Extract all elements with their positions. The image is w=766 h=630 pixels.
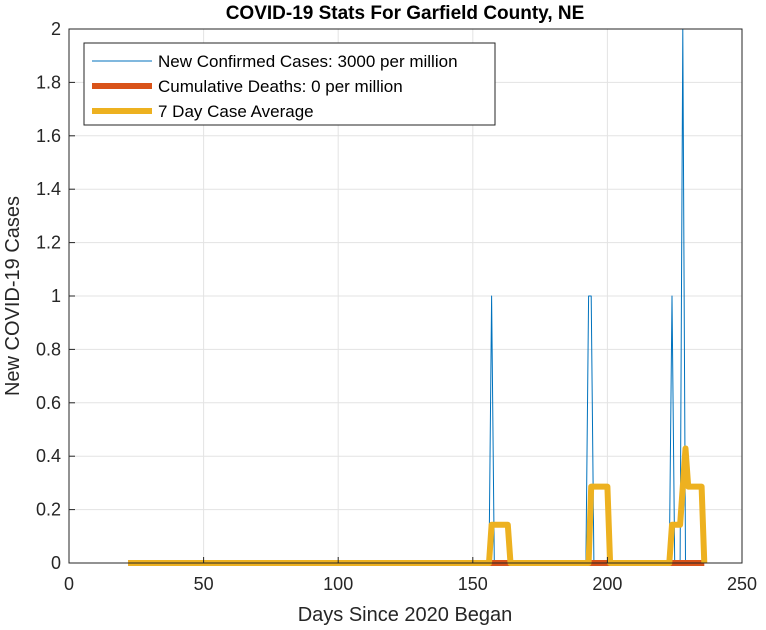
- chart-title: COVID-19 Stats For Garfield County, NE: [226, 3, 585, 24]
- y-tick-label: 1.2: [36, 233, 61, 253]
- y-tick-label: 0.2: [36, 500, 61, 520]
- y-tick-label: 1: [51, 286, 61, 306]
- legend-label-2: 7 Day Case Average: [158, 102, 314, 121]
- x-tick-label: 250: [727, 574, 757, 594]
- legend-label-1: Cumulative Deaths: 0 per million: [158, 77, 403, 96]
- y-tick-label: 0: [51, 553, 61, 573]
- y-tick-label: 0.4: [36, 446, 61, 466]
- y-tick-label: 1.6: [36, 126, 61, 146]
- x-tick-label: 0: [64, 574, 74, 594]
- y-tick-label: 2: [51, 19, 61, 39]
- ticks: 0 50 100 150 200 250 0 0.2 0.4 0.6 0.8 1 1.2 1.4 1.6 1.…: [36, 19, 757, 594]
- y-tick-label: 1.8: [36, 72, 61, 92]
- legend-label-0: New Confirmed Cases: 3000 per million: [158, 52, 458, 71]
- x-axis-label: Days Since 2020 Began: [298, 604, 513, 626]
- x-tick-label: 150: [458, 574, 488, 594]
- x-tick-label: 50: [194, 574, 214, 594]
- legend: New Confirmed Cases: 3000 per million Cum…: [83, 42, 496, 126]
- y-tick-label: 1.4: [36, 179, 61, 199]
- x-tick-label: 100: [323, 574, 353, 594]
- y-tick-label: 0.8: [36, 339, 61, 359]
- y-tick-label: 0.6: [36, 393, 61, 413]
- y-axis-label: New COVID-19 Cases: [2, 196, 24, 396]
- legend-box: [83, 42, 496, 126]
- x-tick-label: 200: [592, 574, 622, 594]
